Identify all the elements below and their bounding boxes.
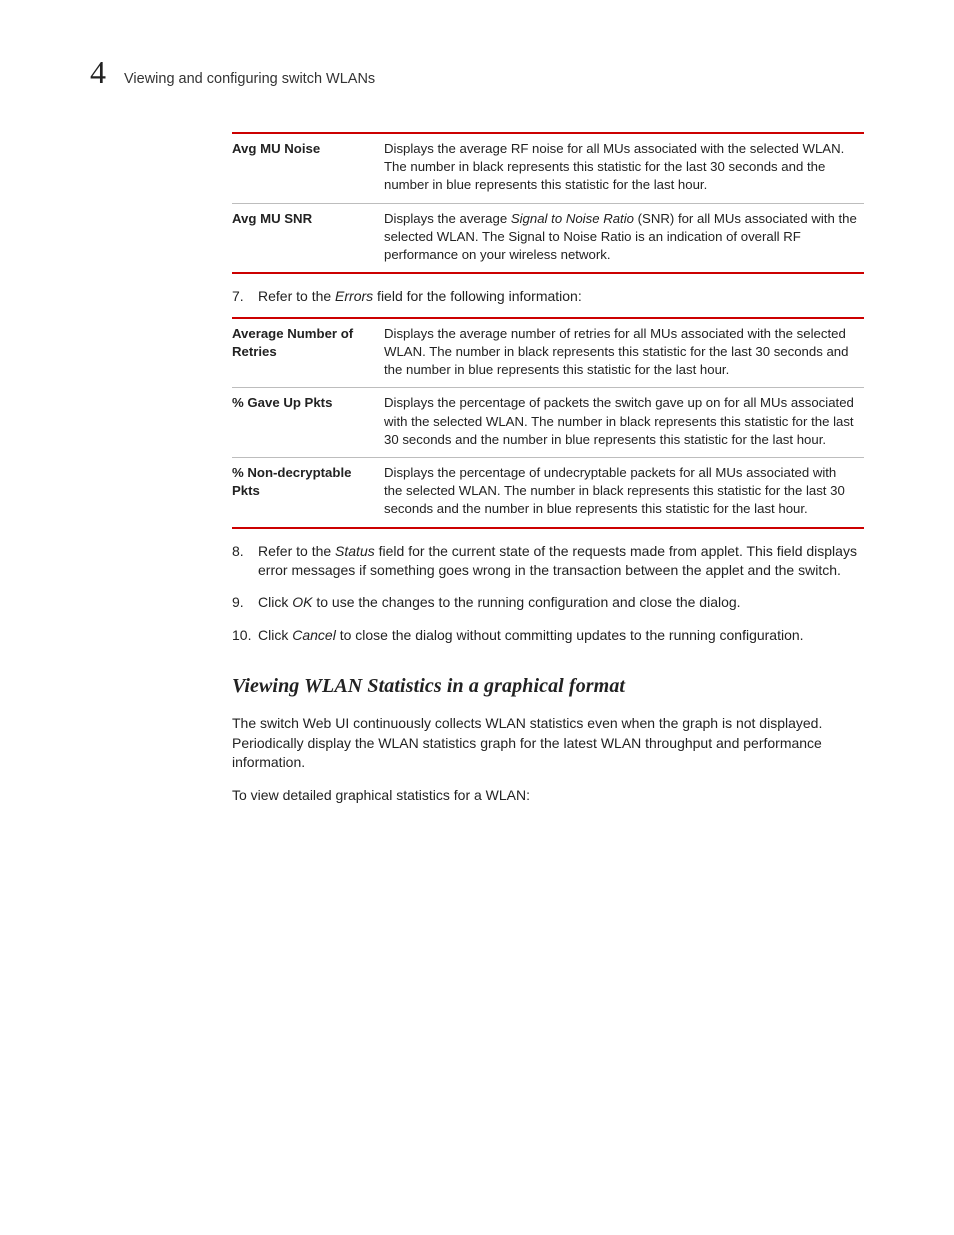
table-row: Average Number of Retries Displays the a… — [232, 318, 864, 388]
step-number: 10. — [232, 626, 258, 645]
paragraph: To view detailed graphical statistics fo… — [232, 786, 864, 805]
text: field for the following information: — [373, 288, 582, 304]
page: 4 Viewing and configuring switch WLANs A… — [0, 0, 954, 1235]
term-gave-up-pkts: % Gave Up Pkts — [232, 388, 384, 458]
desc-avg-mu-noise: Displays the average RF noise for all MU… — [384, 133, 864, 203]
text-italic: Cancel — [292, 627, 336, 643]
step-number: 9. — [232, 593, 258, 612]
step-number: 8. — [232, 542, 258, 581]
step-8: 8. Refer to the Status field for the cur… — [232, 542, 864, 581]
step-7: 7. Refer to the Errors field for the fol… — [232, 287, 864, 306]
text: to use the changes to the running config… — [312, 594, 740, 610]
text: Click — [258, 594, 292, 610]
chapter-number: 4 — [90, 56, 106, 88]
step-body: Refer to the Errors field for the follow… — [258, 287, 864, 306]
term-avg-mu-noise: Avg MU Noise — [232, 133, 384, 203]
desc-avg-retries: Displays the average number of retries f… — [384, 318, 864, 388]
table-row: Avg MU SNR Displays the average Signal t… — [232, 203, 864, 273]
text-italic: Signal to Noise Ratio — [511, 211, 634, 226]
text-italic: Status — [335, 543, 375, 559]
table-row: % Non-decryptable Pkts Displays the perc… — [232, 457, 864, 527]
text: Click — [258, 627, 292, 643]
text-italic: OK — [292, 594, 312, 610]
step-10: 10. Click Cancel to close the dialog wit… — [232, 626, 864, 645]
text: Refer to the — [258, 288, 335, 304]
chapter-title: Viewing and configuring switch WLANs — [124, 71, 375, 87]
section-heading-wlan-stats-graph: Viewing WLAN Statistics in a graphical f… — [232, 673, 864, 701]
table-row: Avg MU Noise Displays the average RF noi… — [232, 133, 864, 203]
table-row: % Gave Up Pkts Displays the percentage o… — [232, 388, 864, 458]
text: to close the dialog without committing u… — [336, 627, 804, 643]
text-italic: Errors — [335, 288, 373, 304]
term-non-decryptable-pkts: % Non-decryptable Pkts — [232, 457, 384, 527]
desc-gave-up-pkts: Displays the percentage of packets the s… — [384, 388, 864, 458]
desc-avg-mu-snr: Displays the average Signal to Noise Rat… — [384, 203, 864, 273]
desc-non-decryptable-pkts: Displays the percentage of undecryptable… — [384, 457, 864, 527]
term-avg-mu-snr: Avg MU SNR — [232, 203, 384, 273]
text: Displays the average — [384, 211, 511, 226]
step-9: 9. Click OK to use the changes to the ru… — [232, 593, 864, 612]
step-body: Click OK to use the changes to the runni… — [258, 593, 864, 612]
paragraph: The switch Web UI continuously collects … — [232, 714, 864, 772]
running-header: 4 Viewing and configuring switch WLANs — [90, 56, 864, 88]
step-body: Click Cancel to close the dialog without… — [258, 626, 864, 645]
definition-table-rf: Avg MU Noise Displays the average RF noi… — [232, 132, 864, 274]
step-body: Refer to the Status field for the curren… — [258, 542, 864, 581]
term-avg-retries: Average Number of Retries — [232, 318, 384, 388]
step-number: 7. — [232, 287, 258, 306]
main-content: Avg MU Noise Displays the average RF noi… — [232, 132, 864, 806]
text: Refer to the — [258, 543, 335, 559]
definition-table-errors: Average Number of Retries Displays the a… — [232, 317, 864, 529]
